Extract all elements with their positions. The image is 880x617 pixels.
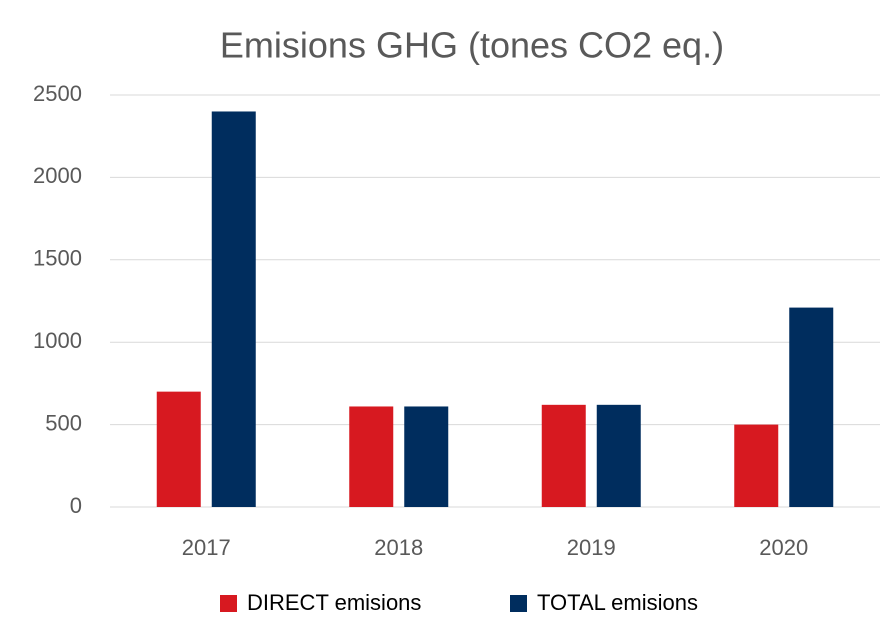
legend-label: DIRECT emisions [247,590,421,615]
bar [349,406,394,507]
chart-title: Emisions GHG (tones CO2 eq.) [220,25,724,66]
bar [789,307,834,507]
y-tick-label: 500 [45,410,82,435]
x-tick-label: 2017 [182,535,231,560]
bar [404,406,449,507]
y-tick-label: 0 [70,493,82,518]
bar [211,111,256,507]
bar [734,424,779,507]
y-tick-label: 1500 [33,246,82,271]
bar [156,391,201,507]
bar [596,404,641,507]
legend-label: TOTAL emisions [537,590,698,615]
legend-swatch [510,595,527,612]
y-tick-label: 2000 [33,163,82,188]
legend-swatch [220,595,237,612]
y-tick-label: 1000 [33,328,82,353]
y-tick-label: 2500 [33,81,82,106]
x-tick-label: 2019 [567,535,616,560]
x-tick-label: 2020 [759,535,808,560]
x-tick-label: 2018 [374,535,423,560]
bar [541,404,586,507]
